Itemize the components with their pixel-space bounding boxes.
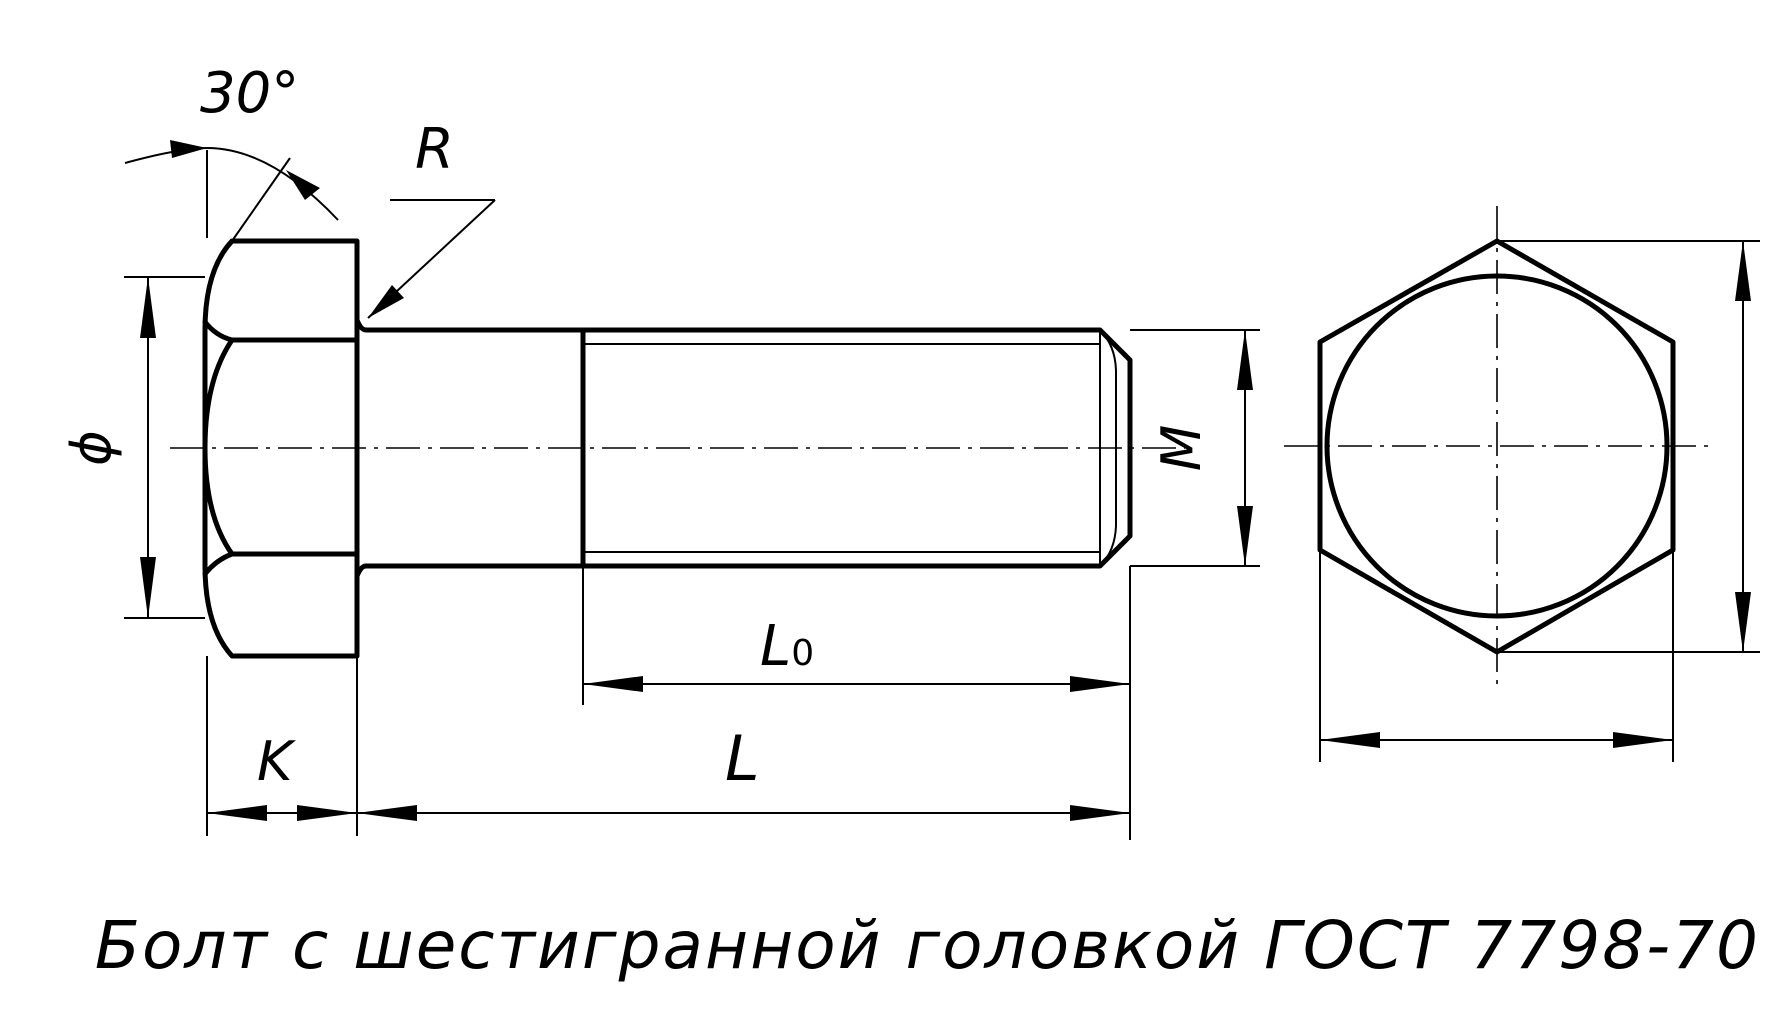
thread-label: M bbox=[1150, 425, 1213, 472]
thread-length-label: L0 bbox=[760, 614, 814, 679]
length-dimensions: K L bbox=[206, 656, 1130, 836]
angle-dimension: 30° bbox=[124, 61, 339, 242]
length-label: L bbox=[725, 722, 760, 795]
bolt-head-end-view bbox=[1284, 206, 1710, 688]
diameter-label: ϕ bbox=[60, 430, 123, 466]
bolt-head-side-view bbox=[202, 238, 360, 659]
radius-leader: R bbox=[367, 117, 496, 319]
thread-length-dimension: L0 bbox=[582, 566, 1131, 840]
drawing-caption: Болт с шестигранной головкой ГОСТ 7798-7… bbox=[95, 907, 1760, 984]
head-height-label: K bbox=[257, 730, 296, 793]
radius-label: R bbox=[415, 117, 454, 182]
diameter-dimension: ϕ bbox=[60, 276, 205, 619]
hex-dimensions bbox=[1319, 240, 1760, 762]
thread-dimension: M bbox=[1130, 329, 1260, 567]
angle-label: 30° bbox=[200, 61, 299, 126]
